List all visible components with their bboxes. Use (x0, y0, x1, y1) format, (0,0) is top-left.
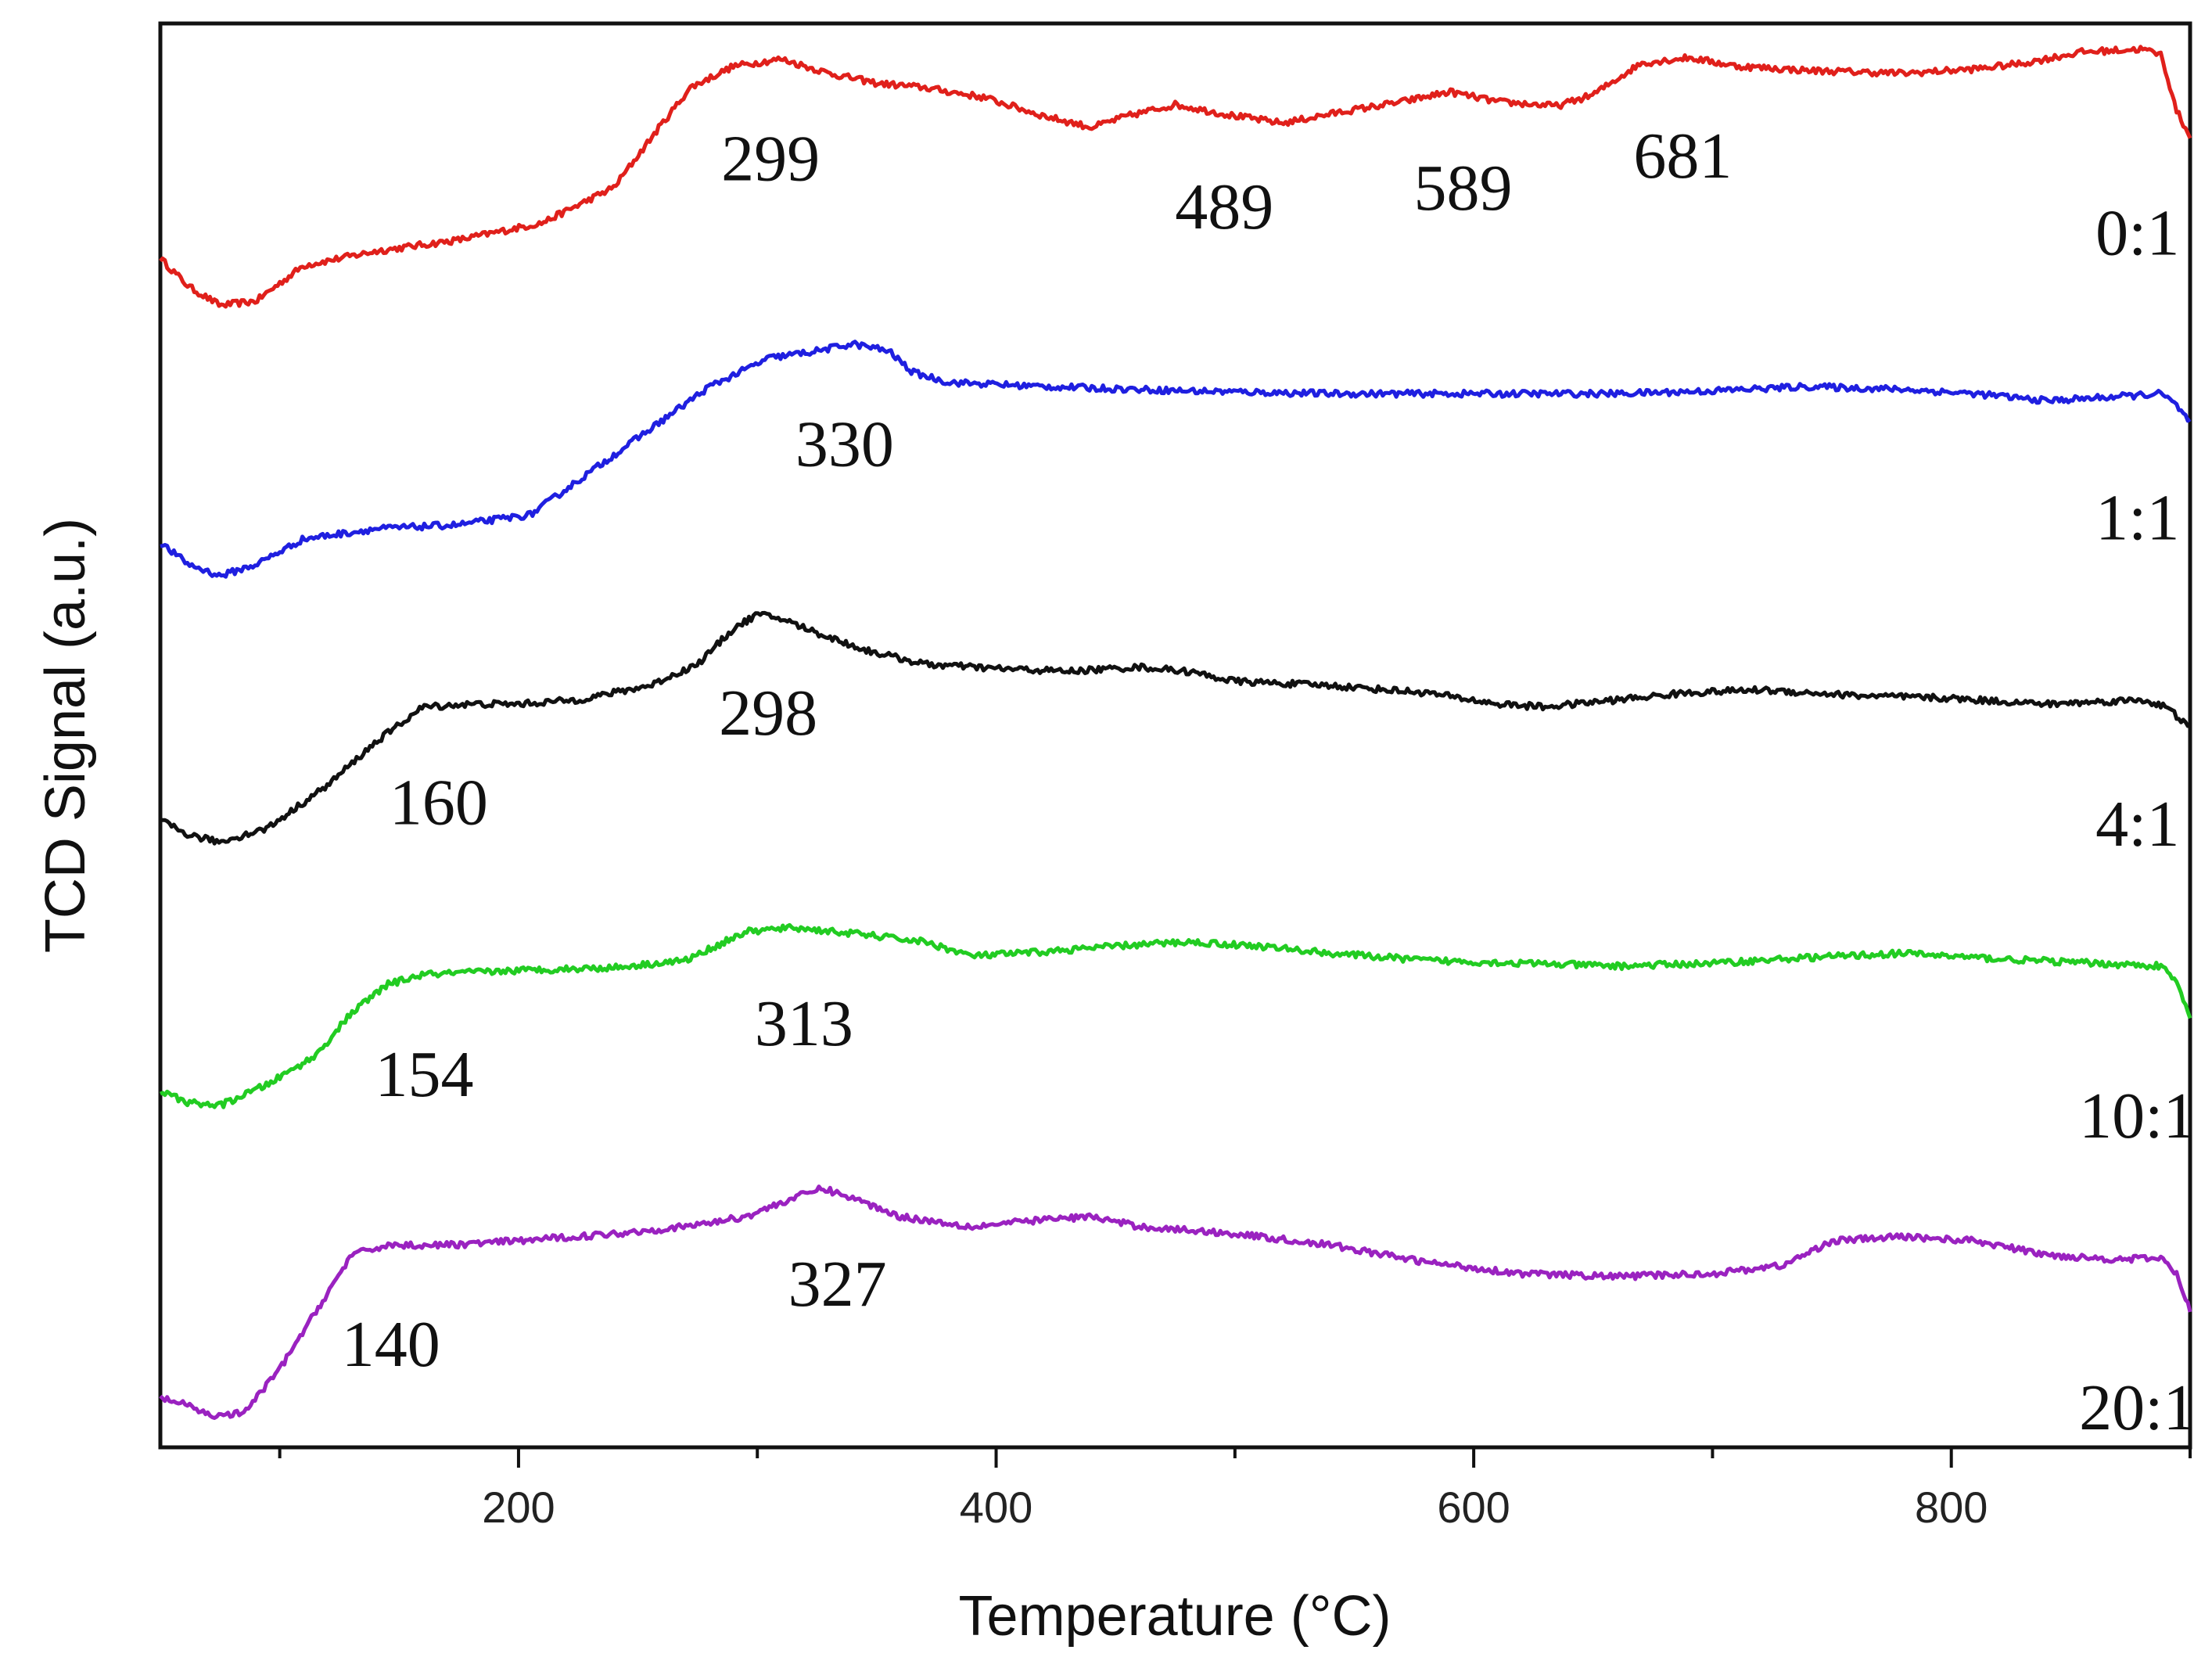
peak-label-299: 299 (721, 123, 820, 196)
x-tick-label-200: 200 (482, 1483, 555, 1532)
peak-label-589: 589 (1414, 152, 1513, 225)
series-line-20-1 (159, 1184, 2192, 1420)
x-tick-label-600: 600 (1437, 1483, 1510, 1532)
series-label-1-1: 1:1 (2095, 482, 2179, 555)
series-line-10-1 (160, 922, 2192, 1109)
series-label-20-1: 20:1 (2079, 1371, 2196, 1444)
series-label-4-1: 4:1 (2095, 788, 2179, 861)
peak-label-160: 160 (390, 767, 488, 839)
series-line-4-1 (160, 610, 2191, 846)
peak-label-489: 489 (1175, 171, 1273, 243)
plot-frame (158, 21, 2192, 1450)
x-tick-label-400: 400 (960, 1483, 1032, 1532)
series-label-10-1: 10:1 (2079, 1080, 2196, 1152)
peak-label-327: 327 (788, 1248, 887, 1321)
series-layer (159, 45, 2192, 1420)
x-tick-label-800: 800 (1915, 1483, 1988, 1532)
peak-label-140: 140 (342, 1308, 440, 1381)
peak-label-154: 154 (375, 1038, 474, 1111)
series-label-0-1: 0:1 (2095, 197, 2179, 270)
y-axis-title: TCD Signal (a.u.) (34, 518, 97, 953)
peak-label-681: 681 (1633, 120, 1732, 192)
x-axis-ticks: 200 400 600 800 (278, 1447, 2192, 1532)
series-line-0-1 (159, 45, 2192, 309)
peak-label-330: 330 (795, 408, 894, 481)
peak-label-298: 298 (719, 677, 817, 749)
x-axis-title: Temperature (°C) (959, 1585, 1391, 1648)
series-line-1-1 (160, 340, 2192, 579)
label-layer: 0:1 299 489 589 681 1:1 330 4:1 160 298 10:1 154 313… (342, 120, 2196, 1444)
peak-label-313: 313 (755, 987, 853, 1060)
